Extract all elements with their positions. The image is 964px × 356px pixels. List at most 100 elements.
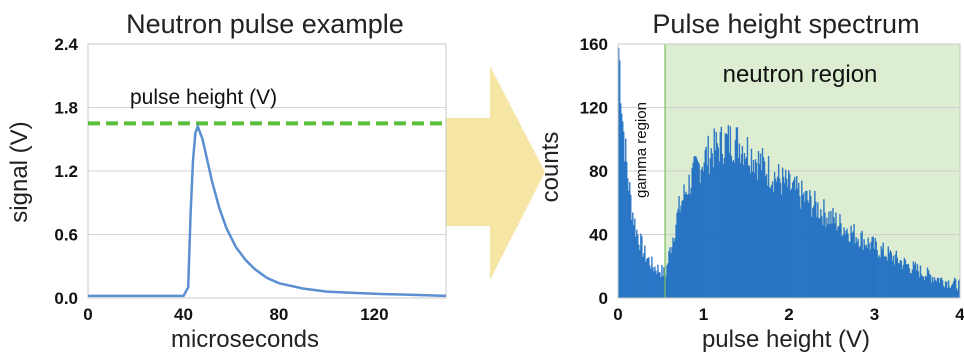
- spectrum-bar: [708, 173, 710, 298]
- spectrum-bar: [824, 212, 826, 298]
- spectrum-bar: [648, 257, 650, 298]
- spectrum-bar: [846, 228, 848, 298]
- spectrum-bar: [637, 234, 639, 298]
- spectrum-bar: [833, 217, 835, 298]
- spectrum-bar: [721, 153, 724, 298]
- spectrum-bar: [709, 158, 711, 298]
- spectrum-bar: [829, 224, 831, 298]
- spectrum-bar: [662, 276, 664, 298]
- spectrum-chart-title: Pulse height spectrum: [652, 9, 919, 39]
- spectrum-bar: [923, 279, 926, 298]
- spectrum-bar: [818, 218, 820, 298]
- spectrum-bar: [823, 199, 825, 298]
- pulse-y-tick-label: 2.4: [54, 35, 78, 54]
- spectrum-bar: [943, 287, 946, 298]
- spectrum-bar: [663, 267, 665, 298]
- spectrum-bar: [624, 161, 626, 298]
- spectrum-bar: [939, 278, 942, 298]
- spectrum-bar: [843, 227, 845, 298]
- spectrum-bar: [955, 288, 958, 298]
- spectrum-bar: [738, 143, 741, 298]
- spectrum-bar: [749, 173, 752, 298]
- spectrum-bar: [883, 256, 885, 298]
- spectrum-bar: [800, 208, 802, 298]
- spectrum-bar: [688, 174, 690, 298]
- spectrum-bar: [871, 237, 873, 298]
- spectrum-bar: [777, 164, 780, 298]
- spectrum-bar: [725, 133, 728, 298]
- spectrum-bar: [736, 127, 739, 299]
- spectrum-bar: [627, 178, 629, 298]
- spectrum-bar: [729, 126, 732, 298]
- spectrum-bar: [674, 238, 676, 298]
- pulse-series-line: [88, 122, 447, 298]
- pulse-y-tick-label: 0.6: [54, 226, 78, 245]
- pulse-chart-x-ticks: 0 40 80 120: [83, 305, 388, 324]
- spectrum-bar: [621, 113, 623, 299]
- spectrum-bar: [758, 163, 761, 298]
- spectrum-bar: [654, 266, 656, 298]
- spectrum-bar: [626, 161, 628, 298]
- spectrum-bar: [932, 281, 935, 298]
- spectrum-bar: [779, 182, 782, 298]
- spectrum-chart-y-ticks: 0 40 80 120 160: [580, 35, 608, 308]
- spectrum-bar: [724, 133, 727, 298]
- spectrum-bar: [785, 178, 788, 298]
- spectrum-bar: [697, 161, 699, 298]
- spectrum-chart-x-label: pulse height (V): [702, 326, 870, 353]
- spectrum-bar: [938, 282, 941, 298]
- spectrum-bar: [860, 232, 862, 298]
- spectrum-bar: [840, 223, 842, 298]
- spectrum-bar: [901, 268, 904, 298]
- spectrum-bars: [618, 47, 961, 299]
- spectrum-bar: [942, 285, 945, 298]
- spectrum-bar: [831, 223, 833, 298]
- spectrum-bar: [672, 237, 674, 298]
- spectrum-bar: [762, 157, 765, 298]
- spectrum-bar: [792, 182, 794, 298]
- spectrum-bar: [622, 121, 624, 299]
- spectrum-bar: [667, 263, 669, 298]
- spectrum-bar: [926, 267, 929, 298]
- spectrum-bar: [791, 188, 793, 298]
- spectrum-bar: [945, 281, 948, 298]
- spectrum-bar: [713, 128, 715, 298]
- spectrum-bar: [844, 233, 846, 298]
- spectrum-bar: [694, 156, 696, 298]
- spectrum-bar: [773, 172, 776, 298]
- spectrum-bar: [795, 189, 797, 298]
- spectrum-bar: [918, 277, 921, 298]
- spectrum-bar: [819, 218, 821, 298]
- spectrum-bar: [957, 280, 960, 298]
- spectrum-bar: [638, 244, 640, 298]
- spectrum-bar: [618, 47, 620, 298]
- spectrum-bar: [767, 156, 770, 298]
- spectrum-bar: [770, 184, 773, 298]
- spectrum-bar: [863, 239, 865, 298]
- spectrum-bar: [714, 150, 716, 298]
- spectrum-bar: [912, 261, 915, 298]
- spectrum-bar: [787, 170, 790, 298]
- pulse-x-tick-label: 120: [360, 305, 388, 324]
- spectrum-bar: [867, 237, 869, 298]
- spectrum-bar: [753, 173, 756, 298]
- spectrum-bar: [730, 155, 733, 298]
- spectrum-bar: [937, 277, 940, 298]
- spectrum-bar: [814, 190, 816, 298]
- spectrum-bar: [645, 261, 647, 298]
- spectrum-bar: [723, 157, 726, 298]
- spectrum-bar: [757, 150, 760, 298]
- spectrum-bar: [781, 167, 784, 298]
- spectrum-bar: [928, 273, 931, 298]
- spectrum-bar: [842, 234, 844, 298]
- spectrum-bar: [732, 159, 735, 298]
- spectrum-bar: [915, 270, 918, 298]
- spectrum-bar: [677, 208, 679, 298]
- spectrum-x-tick-label: 1: [699, 305, 708, 324]
- spectrum-bar: [821, 216, 823, 298]
- spectrum-bar: [689, 194, 691, 298]
- spectrum-bar: [911, 269, 914, 298]
- spectrum-bar: [811, 216, 813, 298]
- spectrum-x-tick-label: 3: [870, 305, 879, 324]
- spectrum-bar: [890, 252, 892, 298]
